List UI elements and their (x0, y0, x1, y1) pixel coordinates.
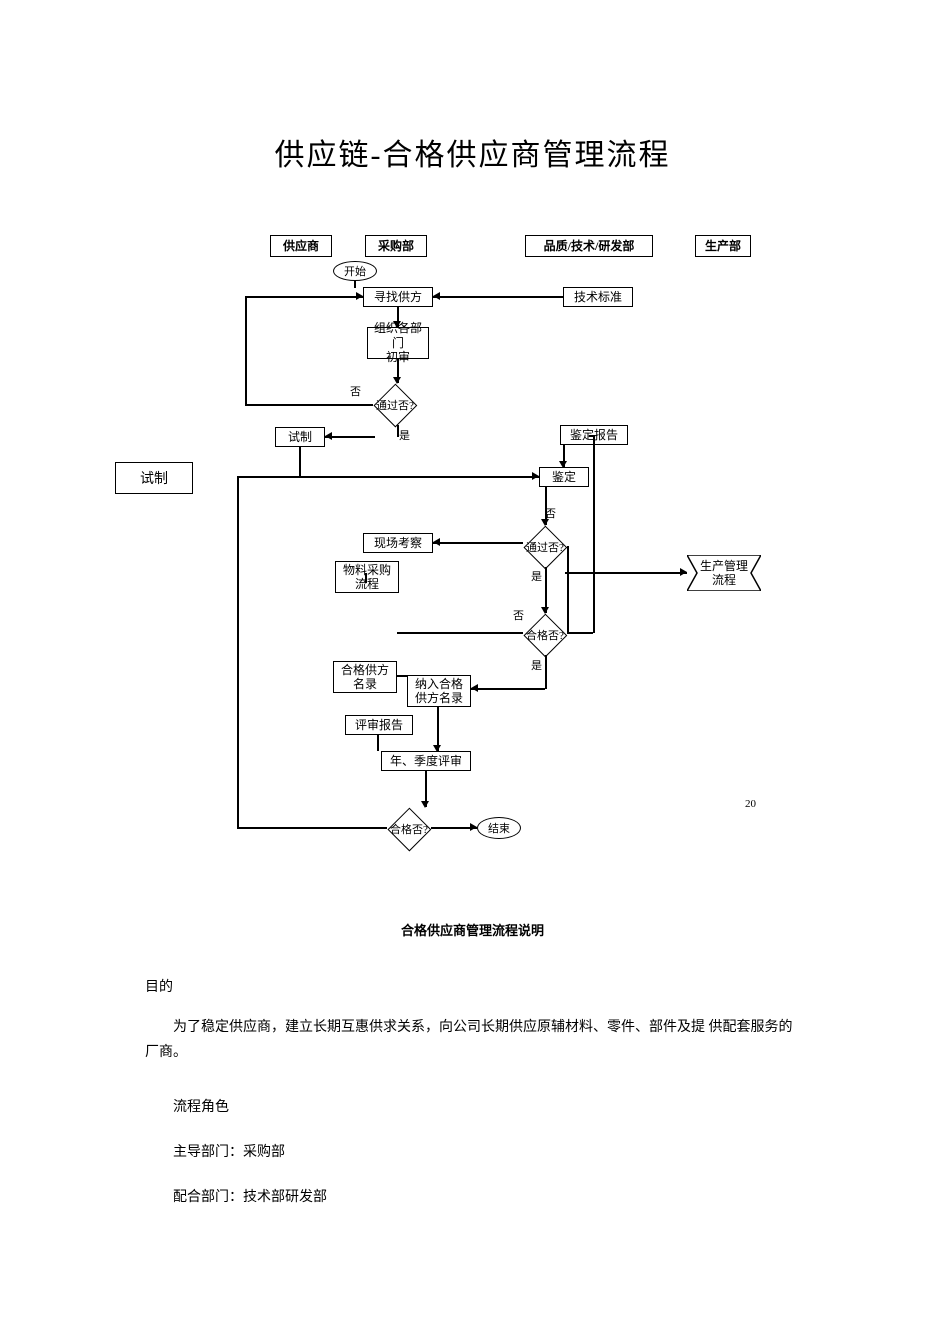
arrowhead (541, 607, 549, 614)
arrowhead (470, 823, 477, 831)
connector-line (245, 296, 363, 298)
swimlane-header-qtr: 品质/技术/研发部 (525, 235, 653, 257)
edge-label: 是 (531, 657, 542, 673)
box-org: 组织各部门初审 (367, 327, 429, 359)
connector-line (354, 281, 356, 288)
diamond-pass2: 通过否? (523, 525, 567, 569)
connector-line (237, 827, 387, 829)
arrowhead (421, 801, 429, 808)
swimlane-header-purchasing: 采购部 (365, 235, 427, 257)
diamond-qual2: 合格否? (387, 807, 431, 851)
connector-line (397, 425, 399, 437)
connector-line (471, 688, 545, 690)
box-appraise: 鉴定 (539, 467, 589, 487)
edge-label: 否 (350, 383, 361, 399)
connector-line (397, 675, 407, 677)
arrowhead (471, 684, 478, 692)
swimlane-header-production: 生产部 (695, 235, 751, 257)
arrowhead (532, 472, 539, 480)
flag-prodproc: 生产管理流程 (687, 555, 761, 591)
box-trial_s: 试制 (275, 427, 325, 447)
connector-line (237, 476, 299, 478)
page-number: 20 (745, 798, 756, 810)
box-onsite: 现场考察 (363, 533, 433, 553)
connector-line (245, 296, 247, 405)
roles-heading: 流程角色 (145, 1095, 805, 1120)
arrowhead (680, 568, 687, 576)
connector-line (237, 476, 239, 827)
page-title: 供应链-合格供应商管理流程 (0, 0, 945, 174)
edge-label: 是 (531, 568, 542, 584)
arrowhead (541, 519, 549, 526)
oval-start: 开始 (333, 261, 377, 281)
connector-line (245, 404, 373, 406)
connector-line (299, 476, 539, 478)
arrowhead (433, 292, 440, 300)
purpose-heading: 目的 (145, 975, 805, 1000)
box-include: 纳入合格供方名录 (407, 675, 471, 707)
connector-line (567, 546, 569, 632)
diamond-qual1: 合格否? (523, 613, 567, 657)
arrowhead (325, 432, 332, 440)
swimlane-header-supplier: 供应商 (270, 235, 332, 257)
connector-line (397, 632, 523, 634)
box-matproc: 物料采购流程 (335, 561, 399, 593)
lead-dept: 主导部门：采购部 (145, 1140, 805, 1165)
connector-line (433, 296, 563, 298)
explanation-title: 合格供应商管理流程说明 (0, 920, 945, 939)
connector-line (589, 435, 595, 437)
arrowhead (393, 377, 401, 384)
arrowhead (393, 321, 401, 328)
connector-line (433, 542, 523, 544)
box-techstd: 技术标准 (563, 287, 633, 307)
arrowhead (559, 461, 567, 468)
connector-line (593, 435, 595, 633)
connector-line (299, 447, 301, 477)
arrowhead (433, 745, 441, 752)
arrowhead (433, 538, 440, 546)
purpose-paragraph: 为了稳定供应商，建立长期互惠供求关系，向公司长期供应原辅材料、零件、部件及提 供… (145, 1015, 805, 1065)
coop-dept: 配合部门：技术部研发部 (145, 1185, 805, 1210)
edge-label: 否 (513, 607, 524, 623)
edge-label: 是 (399, 427, 410, 443)
connector-line (567, 632, 593, 634)
box-find: 寻找供方 (363, 287, 433, 307)
box-evalrpt: 评审报告 (345, 715, 413, 735)
box-annual: 年、季度评审 (381, 751, 471, 771)
diamond-pass1: 通过否? (373, 383, 417, 427)
arrowhead (356, 292, 363, 300)
connector-line (565, 572, 687, 574)
connector-line (377, 735, 379, 751)
oval-end: 结束 (477, 817, 521, 839)
connector-line (365, 573, 367, 583)
connector-line (325, 436, 375, 438)
flowchart: 供应商 采购部 品质/技术/研发部 生产部开始结束 寻找供方 技术标准组织各部门初审试制鉴… (115, 235, 795, 855)
connector-line (545, 655, 547, 689)
box-qualnames: 合格供方名录 (333, 661, 397, 693)
